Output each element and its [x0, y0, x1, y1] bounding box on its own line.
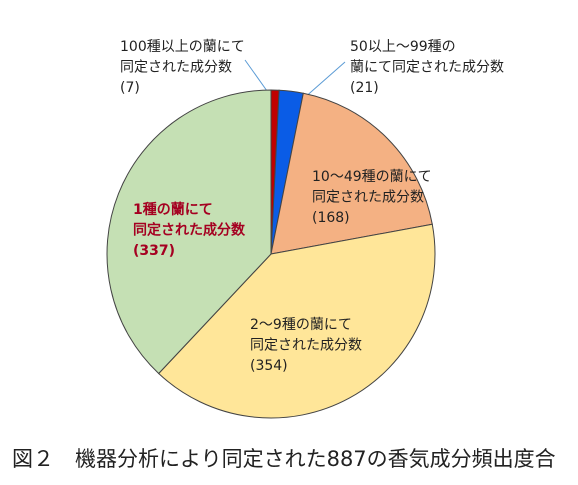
pie-slice	[106, 89, 272, 375]
slice-label: 50以上～99種の	[350, 39, 456, 55]
value-label: (21)	[350, 80, 379, 96]
pie-slice	[270, 92, 433, 255]
pie-slice	[157, 223, 436, 419]
slice-label: 1種の蘭にて	[133, 201, 213, 218]
caption: 図２ 機器分析により同定された887の香気成分頻出度合	[12, 447, 556, 471]
slice-label: 同定された成分数	[133, 222, 246, 239]
slice-label: 同定された成分数	[250, 338, 362, 354]
value-label: (7)	[120, 80, 140, 96]
value-label: (168)	[312, 210, 350, 226]
slice-label: 同定された成分数	[120, 60, 232, 76]
slice-label: 10～49種の蘭にて	[312, 169, 432, 185]
slice-label: 2～9種の蘭にて	[250, 317, 352, 333]
leader-line	[302, 61, 346, 100]
value-label: (337)	[133, 243, 175, 259]
value-label: (354)	[250, 358, 288, 374]
slice-label: 100種以上の蘭にて	[120, 39, 245, 55]
slice-label: 蘭にて同定された成分数	[350, 60, 504, 76]
slice-label: 同定された成分数	[312, 190, 424, 206]
